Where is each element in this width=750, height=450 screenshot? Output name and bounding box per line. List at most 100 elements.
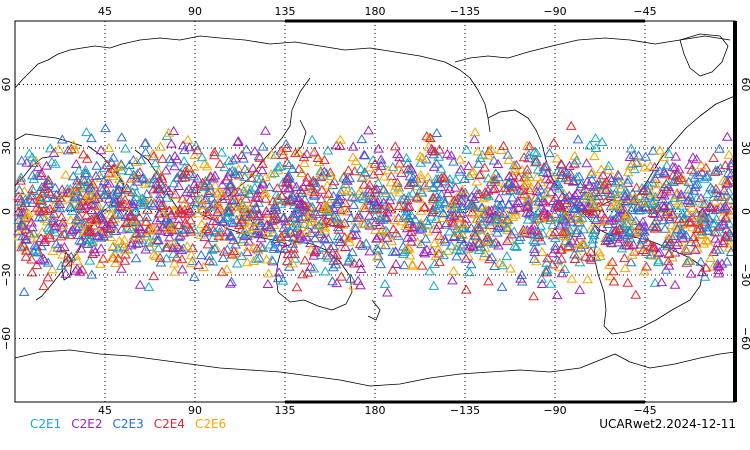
- observation-marker: [266, 149, 278, 159]
- lat-tick-label-left: 30: [0, 141, 13, 155]
- observation-marker: [151, 169, 163, 179]
- observation-marker: [42, 222, 54, 232]
- observation-marker: [594, 247, 605, 257]
- observation-marker: [479, 191, 491, 201]
- observation-marker: [79, 175, 91, 185]
- observation-marker: [128, 180, 140, 190]
- observation-marker: [322, 194, 333, 204]
- observation-marker: [389, 141, 401, 151]
- observation-marker: [347, 141, 359, 151]
- observation-marker: [253, 208, 264, 219]
- observation-marker: [458, 239, 469, 249]
- observation-marker: [683, 216, 695, 226]
- observation-marker: [710, 165, 721, 175]
- observation-marker: [538, 210, 550, 220]
- observation-marker: [301, 148, 313, 158]
- observation-marker: [55, 260, 67, 270]
- observation-marker: [45, 143, 56, 153]
- observation-marker: [69, 198, 80, 208]
- observation-marker: [634, 190, 645, 200]
- observation-marker: [20, 251, 32, 261]
- observation-marker: [699, 216, 711, 226]
- observation-marker: [436, 189, 447, 199]
- observation-marker: [621, 209, 633, 219]
- observation-marker: [124, 211, 136, 221]
- observation-marker: [604, 259, 615, 269]
- observation-marker: [73, 165, 85, 175]
- observation-marker: [126, 237, 138, 247]
- observation-marker: [241, 224, 253, 234]
- observation-marker: [63, 253, 74, 263]
- observation-marker: [94, 169, 105, 180]
- lat-tick-label-left: 60: [0, 78, 13, 92]
- observation-marker: [608, 207, 620, 217]
- observation-marker: [474, 188, 485, 198]
- observation-marker: [161, 253, 172, 263]
- observation-marker: [287, 220, 299, 231]
- observation-marker: [442, 245, 454, 255]
- observation-marker: [696, 167, 708, 177]
- observation-marker: [27, 157, 39, 167]
- observation-marker: [292, 146, 304, 156]
- observation-marker: [701, 188, 713, 199]
- observation-marker: [261, 254, 272, 264]
- observation-marker: [620, 190, 631, 200]
- observation-marker: [331, 140, 342, 150]
- lon-tick-label-bottom: −90: [543, 404, 566, 417]
- observation-marker: [371, 251, 383, 261]
- observation-marker: [423, 132, 435, 142]
- observation-marker: [218, 246, 230, 256]
- observation-marker: [375, 212, 387, 222]
- observation-marker: [237, 201, 249, 211]
- dataset-date-stamp: UCARwet2.2024-12-11: [599, 417, 736, 431]
- observation-marker: [647, 197, 659, 208]
- observation-marker: [154, 252, 166, 262]
- observation-marker: [714, 143, 725, 153]
- observation-marker: [436, 172, 447, 182]
- observation-marker: [223, 155, 235, 165]
- observation-marker: [515, 190, 527, 200]
- observation-marker: [294, 198, 306, 208]
- observation-marker: [282, 173, 294, 183]
- observation-marker: [236, 250, 248, 261]
- observation-marker: [560, 231, 572, 241]
- observation-marker: [658, 167, 670, 177]
- observation-marker: [195, 249, 207, 260]
- observation-marker: [670, 151, 682, 161]
- observation-marker: [42, 272, 54, 282]
- observation-marker: [344, 236, 355, 247]
- observation-marker: [310, 219, 322, 229]
- observation-marker: [469, 127, 481, 137]
- observation-marker: [16, 155, 28, 165]
- observation-marker: [115, 160, 127, 170]
- observation-marker: [344, 172, 355, 183]
- observation-marker: [335, 186, 347, 196]
- observation-marker: [700, 234, 712, 244]
- observation-marker: [293, 163, 305, 173]
- lon-tick-label-top: −45: [633, 5, 656, 18]
- observation-marker: [238, 230, 250, 240]
- observation-marker: [564, 160, 575, 170]
- observation-marker: [315, 228, 327, 238]
- observation-marker: [565, 216, 577, 226]
- observation-marker: [656, 276, 668, 287]
- observation-marker: [44, 229, 56, 239]
- observation-marker: [134, 224, 146, 234]
- observation-marker: [304, 180, 316, 190]
- observation-marker: [603, 160, 615, 170]
- observation-marker: [313, 220, 325, 230]
- observation-marker: [615, 179, 626, 189]
- observation-marker: [608, 276, 620, 286]
- observation-marker: [405, 236, 417, 246]
- observation-marker: [106, 252, 118, 262]
- observation-marker: [683, 184, 694, 194]
- observation-marker: [650, 215, 662, 225]
- observation-marker: [112, 243, 124, 253]
- observation-marker: [516, 269, 528, 279]
- observation-marker: [105, 168, 117, 178]
- observation-marker: [551, 153, 563, 163]
- observation-marker: [39, 180, 51, 190]
- observation-marker: [673, 213, 685, 223]
- observation-marker: [532, 226, 544, 236]
- observation-marker: [107, 198, 118, 208]
